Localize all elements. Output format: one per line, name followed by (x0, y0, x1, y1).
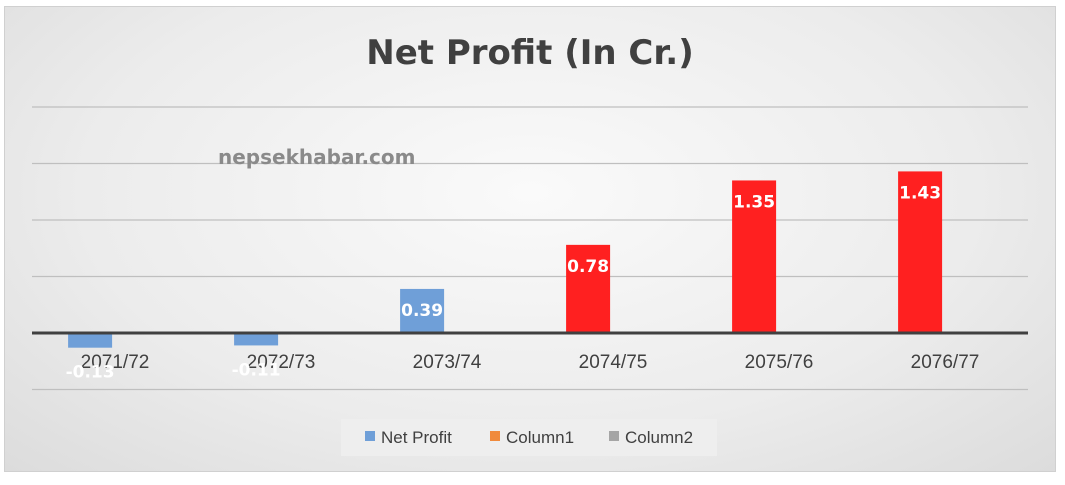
bar-2074/75 (566, 244, 611, 333)
legend-swatch (609, 431, 619, 441)
legend-label: Column2 (625, 428, 693, 447)
x-tick-label: 2074/75 (579, 352, 648, 373)
bars (68, 171, 943, 348)
legend: Net Profit Column1 Column2 (341, 419, 717, 456)
legend-box (341, 419, 717, 456)
x-tick-label: 2073/74 (413, 352, 482, 373)
bar-2071/72 (68, 333, 113, 348)
x-tick-label: 2072/73 (247, 352, 316, 373)
x-tick-label: 2071/72 (81, 352, 150, 373)
x-tick-label: 2075/76 (745, 352, 814, 373)
data-labels: -0.13 -0.11 0.39 0.78 1.35 1.43 (66, 183, 941, 382)
x-tick-label: 2076/77 (911, 352, 980, 373)
gridlines (32, 106, 1028, 391)
chart-area (4, 6, 1056, 472)
x-tick-labels: 2071/72 2072/73 2073/74 2074/75 2075/76 2076/… (81, 352, 980, 373)
bar-2076/77 (898, 171, 943, 333)
bar-2073/74 (400, 288, 445, 333)
data-label: 1.35 (733, 192, 775, 212)
legend-swatch (490, 431, 500, 441)
bar-2072/73 (234, 333, 279, 346)
data-label: 0.39 (401, 301, 443, 321)
data-label: 0.78 (567, 257, 609, 277)
watermark: nepsekhabar.com (218, 145, 415, 169)
legend-label: Column1 (506, 428, 574, 447)
data-label: -0.11 (232, 360, 281, 380)
data-label: -0.13 (66, 363, 115, 383)
bar-2075/76 (732, 180, 777, 333)
legend-label: Net Profit (381, 428, 452, 447)
data-label: 1.43 (899, 183, 941, 203)
chart-title: Net Profit (In Cr.) (366, 33, 694, 73)
legend-swatch (365, 431, 375, 441)
